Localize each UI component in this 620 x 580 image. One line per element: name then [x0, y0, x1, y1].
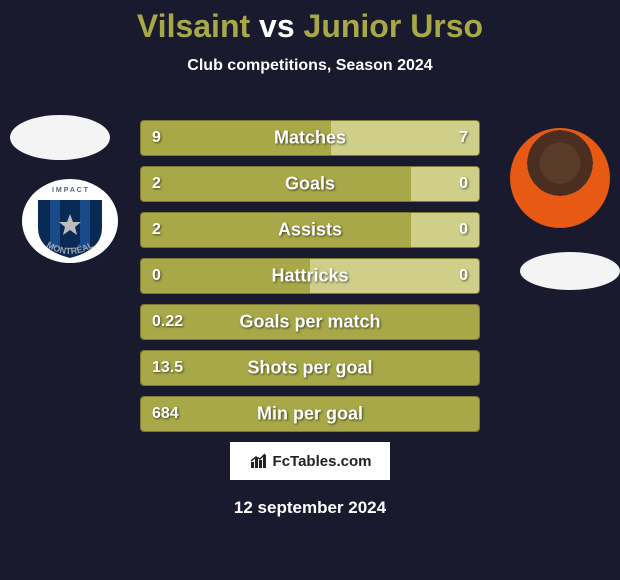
stat-label: Goals	[140, 174, 480, 195]
stat-value-right: 0	[459, 221, 468, 239]
vs-label: vs	[259, 8, 295, 44]
player1-name: Vilsaint	[137, 8, 250, 44]
stat-label: Assists	[140, 220, 480, 241]
stat-label: Shots per goal	[140, 358, 480, 379]
stat-row: Hattricks0 0	[140, 258, 480, 294]
stat-value-left: 2	[152, 175, 161, 193]
player1-avatar-placeholder	[10, 115, 110, 160]
stat-value-left: 0	[152, 267, 161, 285]
stat-row: Goals per match0.22	[140, 304, 480, 340]
svg-text:I M P A C T: I M P A C T	[52, 187, 89, 194]
player2-photo	[510, 128, 610, 228]
stat-value-left: 0.22	[152, 313, 183, 331]
stat-value-left: 684	[152, 405, 179, 423]
stat-value-left: 2	[152, 221, 161, 239]
stat-value-left: 13.5	[152, 359, 183, 377]
footer-date: 12 september 2024	[0, 498, 620, 518]
stat-value-left: 9	[152, 129, 161, 147]
stat-label: Hattricks	[140, 266, 480, 287]
stat-label: Goals per match	[140, 312, 480, 333]
stat-row: Min per goal684	[140, 396, 480, 432]
player2-team-placeholder	[520, 252, 620, 290]
stat-label: Matches	[140, 128, 480, 149]
brand-icon	[249, 452, 269, 470]
subtitle: Club competitions, Season 2024	[0, 57, 620, 75]
player1-team-badge: I M P A C T MONTRÉAL	[20, 178, 120, 264]
player2-name: Junior Urso	[304, 8, 484, 44]
stat-row: Matches9 7	[140, 120, 480, 156]
stat-label: Min per goal	[140, 404, 480, 425]
comparison-title: Vilsaint vs Junior Urso	[0, 0, 620, 45]
stat-value-right: 7	[459, 129, 468, 147]
stat-row: Shots per goal13.5	[140, 350, 480, 386]
stat-row: Goals2 0	[140, 166, 480, 202]
brand-text: FcTables.com	[273, 453, 372, 470]
stat-value-right: 0	[459, 175, 468, 193]
stat-value-right: 0	[459, 267, 468, 285]
comparison-bars: Matches97Goals20Assists20Hattricks00Goal…	[140, 120, 480, 442]
brand-badge: FcTables.com	[230, 442, 390, 480]
stat-row: Assists2 0	[140, 212, 480, 248]
